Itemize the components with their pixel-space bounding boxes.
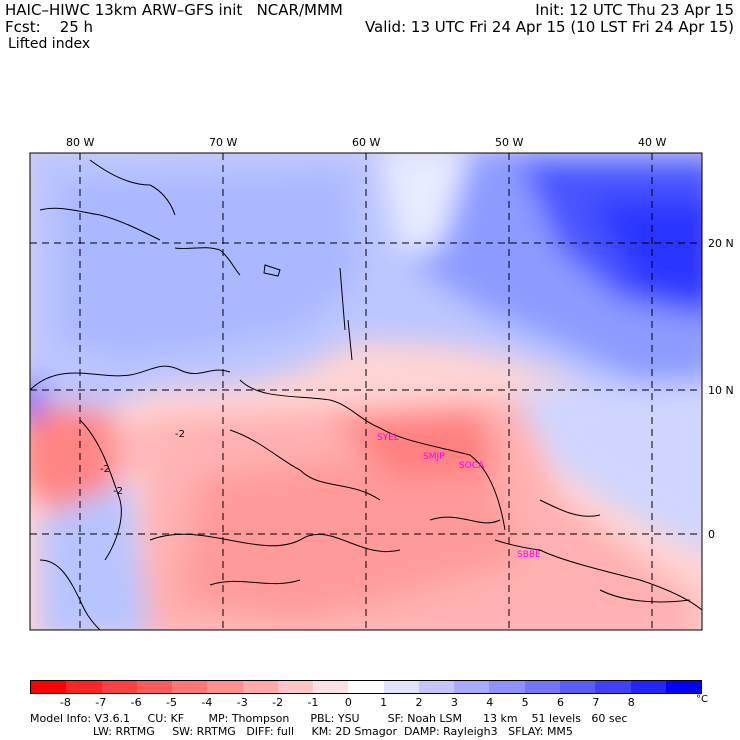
station-label: SYEL <box>377 433 399 443</box>
colorbar-swatch <box>277 681 314 693</box>
model-info-line-1: Model Info: V3.6.1 CU: KF MP: Thompson P… <box>30 712 628 725</box>
colorbar-tick-label: -5 <box>165 696 177 709</box>
colorbar-tick-label: -7 <box>95 696 107 709</box>
colorbar-swatch <box>31 681 67 693</box>
colorbar-swatch <box>454 681 490 693</box>
lifted-index-map: SYEL SMJP SOCA SBBE -2 -2 -2 <box>29 152 703 631</box>
valid-time: Valid: 13 UTC Fri 24 Apr 15 (10 LST Fri … <box>364 18 734 36</box>
colorbar-tick-label: 6 <box>557 696 565 709</box>
station-label: SMJP <box>423 452 445 462</box>
colorbar-tick-label: -2 <box>272 696 284 709</box>
colorbar-tick-label: 1 <box>380 696 388 709</box>
colorbar-tick-label: 2 <box>415 696 423 709</box>
field-name: Lifted index <box>8 36 91 52</box>
colorbar-tick-label: -6 <box>130 696 142 709</box>
colorbar-swatch <box>66 681 102 693</box>
colorbar-swatch <box>630 681 666 693</box>
colorbar-tick-label: -8 <box>59 696 71 709</box>
contour-labels: -2 -2 -2 <box>100 429 185 497</box>
colorbar-swatch <box>524 681 560 693</box>
colorbar-tick-label: 4 <box>486 696 494 709</box>
colorbar-tick-label: 0 <box>344 696 352 709</box>
contour-label: -2 <box>175 429 185 440</box>
model-info-line-2: LW: RRTMG SW: RRTMG DIFF: full KM: 2D Sm… <box>30 725 573 738</box>
colorbar-tick-label: -1 <box>307 696 319 709</box>
colorbar-swatch <box>101 681 137 693</box>
colorbar-swatch <box>559 681 596 693</box>
station-markers: SYEL SMJP SOCA SBBE <box>377 433 541 560</box>
graticule <box>30 153 702 630</box>
colorbar-swatch <box>313 681 349 693</box>
colorbar-swatch <box>665 681 702 693</box>
colorbar-tick-label: 5 <box>521 696 529 709</box>
colorbar-unit: °C <box>696 694 708 705</box>
colorbar-swatch <box>242 681 278 693</box>
colorbar-tick-label: -4 <box>201 696 213 709</box>
station-label: SBBE <box>517 550 541 560</box>
colorbar-swatch <box>595 681 631 693</box>
colorbar-swatch <box>418 681 455 693</box>
colorbar-tick-label: 7 <box>592 696 600 709</box>
colorbar-swatch <box>207 681 243 693</box>
lon-label: 60 W <box>352 136 381 149</box>
colorbar-tick-label: 3 <box>450 696 458 709</box>
station-label: SOCA <box>459 461 485 471</box>
map-frame <box>29 152 703 631</box>
colorbar-tick-label: 8 <box>627 696 635 709</box>
lon-label: 50 W <box>495 136 524 149</box>
init-time: Init: 12 UTC Thu 23 Apr 15 <box>535 1 734 19</box>
colorbar-tick-label: -3 <box>236 696 248 709</box>
colorbar <box>30 680 702 694</box>
lat-label: 20 N <box>708 237 734 250</box>
colorbar-swatch <box>172 681 208 693</box>
colorbar-swatch <box>348 681 384 693</box>
model-title: HAIC–HIWC 13km ARW–GFS init NCAR/MMM <box>5 1 343 19</box>
colorbar-swatch <box>136 681 173 693</box>
lon-label: 70 W <box>209 136 238 149</box>
lon-label: 40 W <box>638 136 667 149</box>
colorbar-swatch <box>383 681 419 693</box>
forecast-hour: Fcst: 25 h <box>5 18 94 36</box>
contour-label: -2 <box>100 464 110 475</box>
lat-label: 10 N <box>708 384 734 397</box>
lon-label: 80 W <box>66 136 95 149</box>
coastlines <box>30 159 702 630</box>
colorbar-swatch <box>489 681 525 693</box>
contour-label: -2 <box>113 486 123 497</box>
lat-label: 0 <box>708 528 715 541</box>
